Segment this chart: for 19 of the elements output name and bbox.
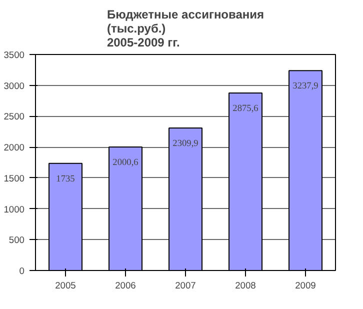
data-label: 1735	[56, 174, 76, 184]
data-label: 2875,6	[232, 104, 259, 114]
y-tick-label: 3000	[4, 80, 25, 91]
chart-title: Бюджетные ассигнования (тыс.руб.) 2005-2009 гг.	[106, 8, 264, 50]
x-tick-label: 2009	[295, 280, 316, 290]
data-label: 2000,6	[112, 158, 139, 168]
y-tick-label: 500	[8, 235, 25, 246]
y-tick-label: 2500	[4, 112, 25, 122]
data-label: 2309,9	[172, 138, 199, 149]
y-tick-label: 0	[19, 266, 25, 276]
x-tick-label: 2006	[115, 280, 136, 290]
data-label: 3237,9	[292, 82, 319, 92]
y-tick-label: 1500	[4, 173, 25, 184]
x-tick-label: 2008	[235, 280, 256, 290]
y-tick-label: 1000	[4, 204, 25, 214]
x-tick-label: 2005	[55, 280, 76, 290]
y-tick-label: 3500	[4, 50, 25, 60]
y-tick-label: 2000	[4, 142, 25, 153]
x-tick-label: 2007	[175, 280, 196, 290]
